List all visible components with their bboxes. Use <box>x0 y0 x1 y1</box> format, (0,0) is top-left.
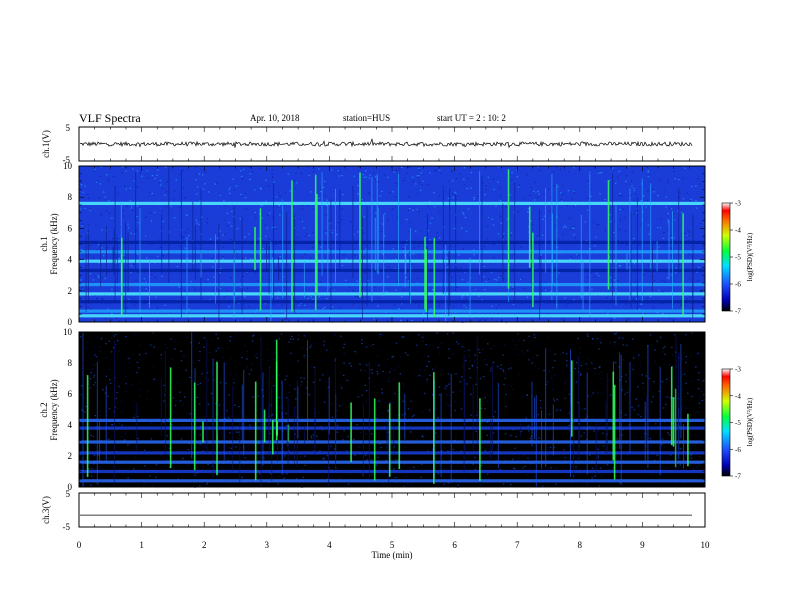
start-ut-label: start UT = 2 : 10: 2 <box>437 113 506 123</box>
cb2-ticks-label: -3 <box>735 366 741 374</box>
spec1-ytick: 0 <box>68 317 73 327</box>
ch1-waveform-panel: 5 -5 ch.1(V) <box>41 123 706 165</box>
date-label: Apr. 10, 2018 <box>250 113 300 123</box>
spec2-ytick: 6 <box>68 389 73 399</box>
spec1-ytick: 8 <box>68 192 73 202</box>
spec2-ytick: 8 <box>68 358 73 368</box>
spec2-ytick: 4 <box>68 420 73 430</box>
ch3-ytick-bottom: -5 <box>63 522 71 532</box>
ch2-colorbar <box>721 368 731 477</box>
x-tick-label: 3 <box>265 540 270 550</box>
ch3-waveform-panel: 5 -5 ch.3(V) <box>41 489 706 532</box>
x-tick-label: 5 <box>390 540 395 550</box>
cb1-ticks-label: -7 <box>735 308 741 316</box>
ch1-colorbar-label: log(PSD)(V²/Hz) <box>746 232 754 281</box>
spec2-ytick: 2 <box>68 451 73 461</box>
x-tick-label: 7 <box>515 540 520 550</box>
x-tick-label: 0 <box>77 540 82 550</box>
cb1-ticks-label: -6 <box>735 281 741 289</box>
spec1-ytick: 4 <box>68 255 73 265</box>
cb1-ticks-label: -4 <box>735 227 741 235</box>
ch2-ylabel-line2: Frequency (kHz) <box>49 379 59 440</box>
spec1-ytick: 10 <box>63 161 73 171</box>
ch1-ylabel: ch.1(V) <box>41 130 51 158</box>
x-tick-label: 9 <box>640 540 645 550</box>
x-tick-label: 4 <box>327 540 332 550</box>
cb2-ticks-label: -7 <box>735 473 741 481</box>
ch2-ylabel-line1: ch.2 <box>39 402 49 417</box>
cb2-ticks-label: -6 <box>735 446 741 454</box>
x-tick-label: 10 <box>701 540 711 550</box>
ch1-ylabel-line2: Frequency (kHz) <box>49 213 59 274</box>
cb2-ticks-label: -5 <box>735 419 741 427</box>
x-axis-label: Time (min) <box>372 550 413 560</box>
spec1-ytick: 6 <box>68 223 73 233</box>
x-tick-label: 1 <box>139 540 144 550</box>
cb1-ticks-label: -5 <box>735 254 741 262</box>
x-tick-label: 8 <box>578 540 583 550</box>
x-tick-label: 6 <box>452 540 457 550</box>
ch3-ytick-top: 5 <box>66 489 71 499</box>
spec2-ytick: 10 <box>63 327 73 337</box>
cb2-ticks-label: -4 <box>735 392 741 400</box>
figure-title: VLF Spectra <box>79 111 141 125</box>
spec1-ytick: 2 <box>68 286 73 296</box>
ch1-colorbar <box>721 202 731 312</box>
spec2-ytick: 0 <box>68 482 73 492</box>
station-label: station=HUS <box>343 113 391 123</box>
ch1-trace <box>79 138 693 149</box>
x-tick-label: 2 <box>202 540 207 550</box>
x-axis: 0 1 2 3 4 5 6 7 8 9 10 <box>77 540 710 550</box>
ch1-ylabel-line1: ch.1 <box>39 236 49 251</box>
cb1-ticks-label: -3 <box>735 200 741 208</box>
ch1-ytick-top: 5 <box>66 123 71 133</box>
ch3-ylabel: ch.3(V) <box>41 496 51 524</box>
ch2-colorbar-label: log(PSD)(V²/Hz) <box>746 397 754 446</box>
ch1-ytick-bottom: -5 <box>63 155 71 165</box>
